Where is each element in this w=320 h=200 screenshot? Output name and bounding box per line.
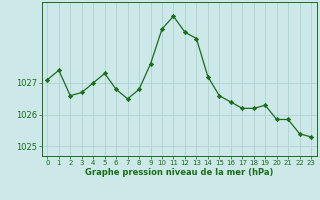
X-axis label: Graphe pression niveau de la mer (hPa): Graphe pression niveau de la mer (hPa) xyxy=(85,168,273,177)
